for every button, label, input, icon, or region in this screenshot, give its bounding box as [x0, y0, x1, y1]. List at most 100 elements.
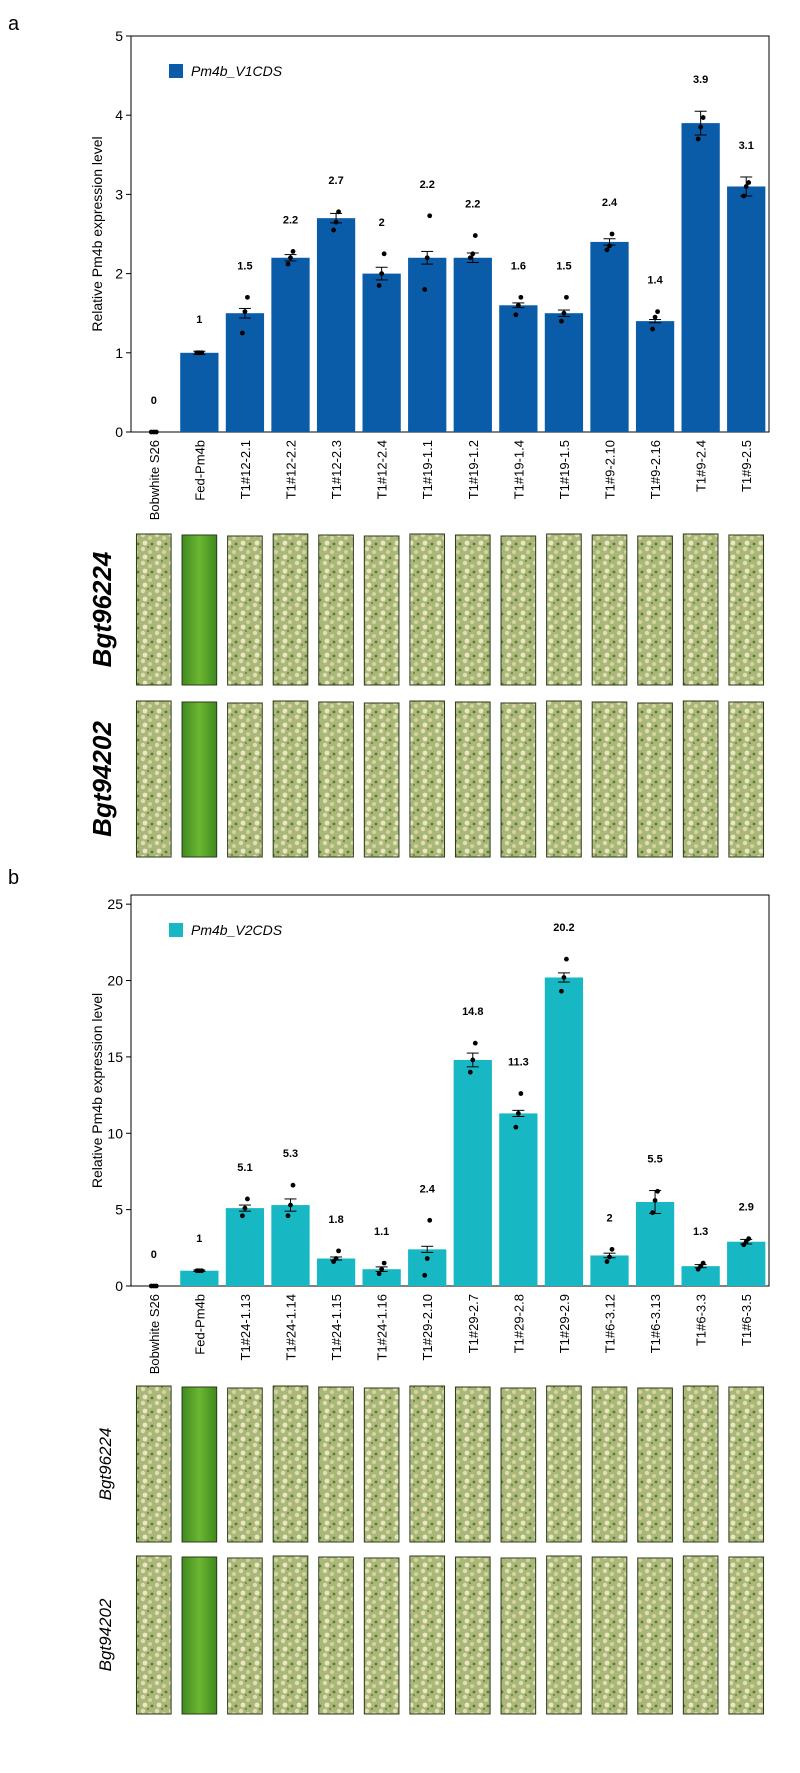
bar [681, 1266, 720, 1286]
data-point [515, 1111, 521, 1116]
data-point [609, 231, 615, 237]
value-label: 1 [196, 314, 202, 326]
leaf-image [546, 700, 582, 858]
data-point [376, 283, 382, 288]
bar [362, 273, 401, 432]
data-point [655, 309, 660, 315]
data-point [467, 255, 473, 261]
legend-label: Pm4b_V2CDS [191, 922, 283, 938]
data-point [513, 312, 519, 318]
x-tick-label: Bobwhite S26 [147, 1294, 162, 1374]
bar [590, 241, 629, 432]
value-label: 2.2 [465, 199, 480, 211]
x-tick-label: Bobwhite S26 [147, 440, 162, 520]
leaf-image [227, 1557, 263, 1715]
x-tick-label: T1#9-2.5 [739, 440, 754, 492]
data-point [700, 1260, 706, 1266]
leaf-image [181, 701, 218, 858]
leaf-image [227, 702, 263, 858]
data-point [333, 1256, 339, 1261]
legend-label: Pm4b_V1CDS [191, 63, 283, 79]
bar [727, 1241, 766, 1286]
leaf-image [363, 702, 400, 858]
bar [727, 186, 766, 432]
value-label: 2.9 [739, 1202, 754, 1214]
data-point [467, 1069, 473, 1075]
image-row-label: Bgt94202 [96, 1598, 115, 1671]
data-point [650, 1210, 655, 1216]
y-tick-label: 2 [115, 266, 123, 282]
image-row-label: Bgt96224 [96, 1428, 115, 1501]
leaf-image [409, 1385, 446, 1543]
leaf-image [546, 1555, 582, 1715]
data-point [422, 1272, 428, 1278]
value-label: 2 [379, 217, 385, 229]
data-point [288, 255, 293, 261]
x-tick-label: T1#6-3.12 [603, 1294, 618, 1353]
leaf-image [637, 702, 673, 858]
image-row-label: Bgt94202 [87, 721, 117, 837]
leaf-image [546, 533, 582, 686]
y-axis-label: Relative Pm4b expression level [89, 993, 105, 1188]
data-point [245, 1196, 250, 1202]
x-tick-label: T1#29-2.7 [466, 1294, 481, 1353]
value-label: 5.3 [283, 1148, 298, 1160]
data-point [199, 350, 205, 356]
data-point [650, 326, 655, 332]
data-point [564, 294, 569, 300]
data-point [518, 1091, 524, 1096]
data-point [240, 1213, 245, 1219]
x-tick-label: T1#12-2.2 [284, 440, 299, 499]
data-point [381, 1260, 387, 1266]
data-point [376, 1271, 382, 1277]
leaf-image [272, 1555, 309, 1715]
x-tick-label: Fed-Pm4b [192, 1294, 207, 1355]
y-axis-label: Relative Pm4b expression level [89, 136, 105, 331]
bar [635, 321, 675, 432]
leaf-image [591, 701, 628, 858]
x-tick-label: Fed-Pm4b [192, 440, 207, 501]
bar [180, 1270, 219, 1286]
bar [453, 257, 492, 432]
value-label: 2.2 [420, 179, 435, 191]
data-point [741, 193, 747, 199]
leaf-image [728, 701, 765, 858]
data-point [153, 429, 159, 435]
bar [544, 977, 584, 1286]
bar [499, 1113, 538, 1286]
data-point [695, 136, 701, 142]
leaf-image [454, 534, 491, 686]
value-label: 11.3 [508, 1057, 529, 1069]
value-label: 2.7 [328, 175, 343, 187]
data-point [470, 1057, 476, 1063]
data-point [561, 310, 567, 316]
value-label: 1.5 [237, 260, 252, 272]
leaf-image [318, 534, 354, 686]
bar [225, 313, 265, 432]
leaf-image [318, 1556, 354, 1715]
data-point [604, 1259, 610, 1264]
y-tick-label: 1 [115, 345, 123, 361]
leaf-image [135, 533, 172, 686]
value-label: 5.5 [647, 1154, 662, 1166]
value-label: 2.2 [283, 214, 298, 226]
data-point [746, 1236, 752, 1242]
bar [408, 257, 447, 432]
bar [681, 123, 720, 433]
panel-label: a [8, 13, 20, 35]
data-point [472, 1040, 478, 1046]
leaf-image [500, 702, 537, 858]
value-label: 3.1 [739, 140, 754, 152]
leaf-image [409, 1555, 446, 1715]
leaf-image [227, 535, 263, 686]
bar [499, 305, 538, 432]
leaf-image [409, 700, 446, 858]
data-point [652, 314, 658, 320]
data-point [564, 956, 569, 962]
leaf-image [637, 1387, 673, 1543]
value-label: 0 [151, 395, 157, 407]
x-tick-label: T1#24-1.14 [284, 1294, 299, 1361]
x-tick-label: T1#6-3.5 [739, 1294, 754, 1346]
bar [453, 1059, 492, 1286]
value-label: 20.2 [553, 922, 574, 934]
